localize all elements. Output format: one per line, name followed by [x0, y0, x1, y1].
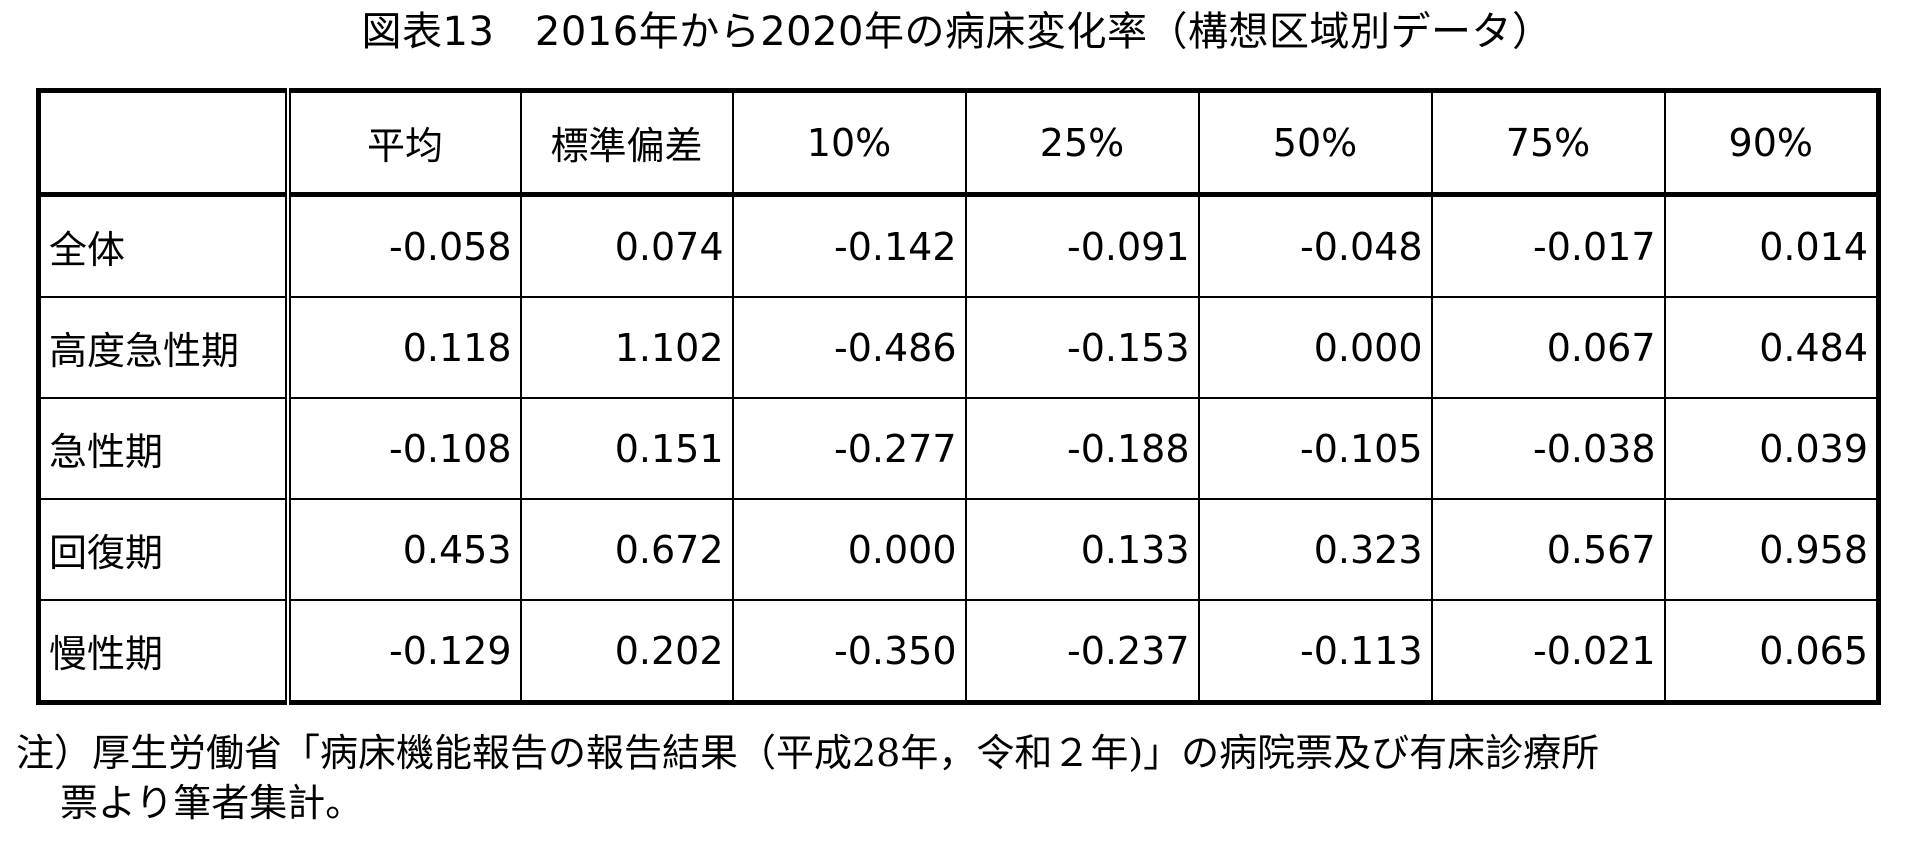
header-corner-cell: [37, 89, 291, 197]
table-cell: -0.188: [964, 397, 1200, 500]
table-cell: 0.151: [519, 397, 734, 500]
row-label: 全体: [37, 193, 291, 298]
table-cell: 0.567: [1430, 498, 1666, 601]
table-cell: -0.129: [286, 599, 522, 704]
table-cell: -0.091: [964, 193, 1200, 298]
table-cell: -0.350: [731, 599, 967, 704]
table-cell: 0.000: [731, 498, 967, 601]
table-cell: -0.237: [964, 599, 1200, 704]
table-cell: 0.074: [519, 193, 734, 298]
table-cell: 0.065: [1663, 599, 1880, 704]
source-note-line: 票より筆者集計。: [60, 781, 364, 825]
table-cell: 0.039: [1663, 397, 1880, 500]
table-row: 回復期 0.453 0.672 0.000 0.133 0.323 0.567 …: [37, 498, 1880, 601]
table-cell: 0.323: [1197, 498, 1433, 601]
table-cell: 0.014: [1663, 193, 1880, 298]
column-header: 10%: [731, 89, 967, 197]
row-label: 急性期: [37, 397, 291, 500]
table-cell: -0.017: [1430, 193, 1666, 298]
table-row: 慢性期 -0.129 0.202 -0.350 -0.237 -0.113 -0…: [37, 599, 1880, 704]
column-header: 25%: [964, 89, 1200, 197]
table-cell: -0.113: [1197, 599, 1433, 704]
table-row: 急性期 -0.108 0.151 -0.277 -0.188 -0.105 -0…: [37, 397, 1880, 500]
table-header-row: 平均 標準偏差 10% 25% 50% 75% 90%: [37, 89, 1880, 197]
table-cell: -0.105: [1197, 397, 1433, 500]
table-cell: 0.453: [286, 498, 522, 601]
row-label: 慢性期: [37, 599, 291, 704]
table-cell: -0.021: [1430, 599, 1666, 704]
table-cell: 0.484: [1663, 296, 1880, 399]
table-cell: -0.058: [286, 193, 522, 298]
table-row: 全体 -0.058 0.074 -0.142 -0.091 -0.048 -0.…: [37, 193, 1880, 298]
table-cell: 0.958: [1663, 498, 1880, 601]
column-header: 75%: [1430, 89, 1666, 197]
table-cell: -0.048: [1197, 193, 1433, 298]
table-cell: -0.142: [731, 193, 967, 298]
column-header: 標準偏差: [519, 89, 734, 197]
table-cell: 0.672: [519, 498, 734, 601]
table-cell: 0.000: [1197, 296, 1433, 399]
table-cell: 0.133: [964, 498, 1200, 601]
source-note: 注）厚生労働省「病床機能報告の報告結果（平成28年，令和２年)」の病院票及び有床…: [16, 728, 1906, 828]
table-cell: 0.118: [286, 296, 522, 399]
column-header: 90%: [1663, 89, 1880, 197]
column-header: 平均: [286, 89, 522, 197]
table-cell: -0.277: [731, 397, 967, 500]
table-cell: 1.102: [519, 296, 734, 399]
table-cell: 0.202: [519, 599, 734, 704]
column-header: 50%: [1197, 89, 1433, 197]
table-cell: -0.038: [1430, 397, 1666, 500]
source-note-line: 注）厚生労働省「病床機能報告の報告結果（平成28年，令和２年)」の病院票及び有床…: [16, 731, 1600, 775]
bed-change-rate-table: 平均 標準偏差 10% 25% 50% 75% 90% 全体 -0.058 0.…: [36, 88, 1881, 705]
table-row: 高度急性期 0.118 1.102 -0.486 -0.153 0.000 0.…: [37, 296, 1880, 399]
row-label: 高度急性期: [37, 296, 291, 399]
table-title: 図表13 2016年から2020年の病床変化率（構想区域別データ）: [361, 9, 1553, 55]
table-cell: -0.153: [964, 296, 1200, 399]
row-label: 回復期: [37, 498, 291, 601]
table-cell: -0.486: [731, 296, 967, 399]
table-cell: 0.067: [1430, 296, 1666, 399]
table-cell: -0.108: [286, 397, 522, 500]
